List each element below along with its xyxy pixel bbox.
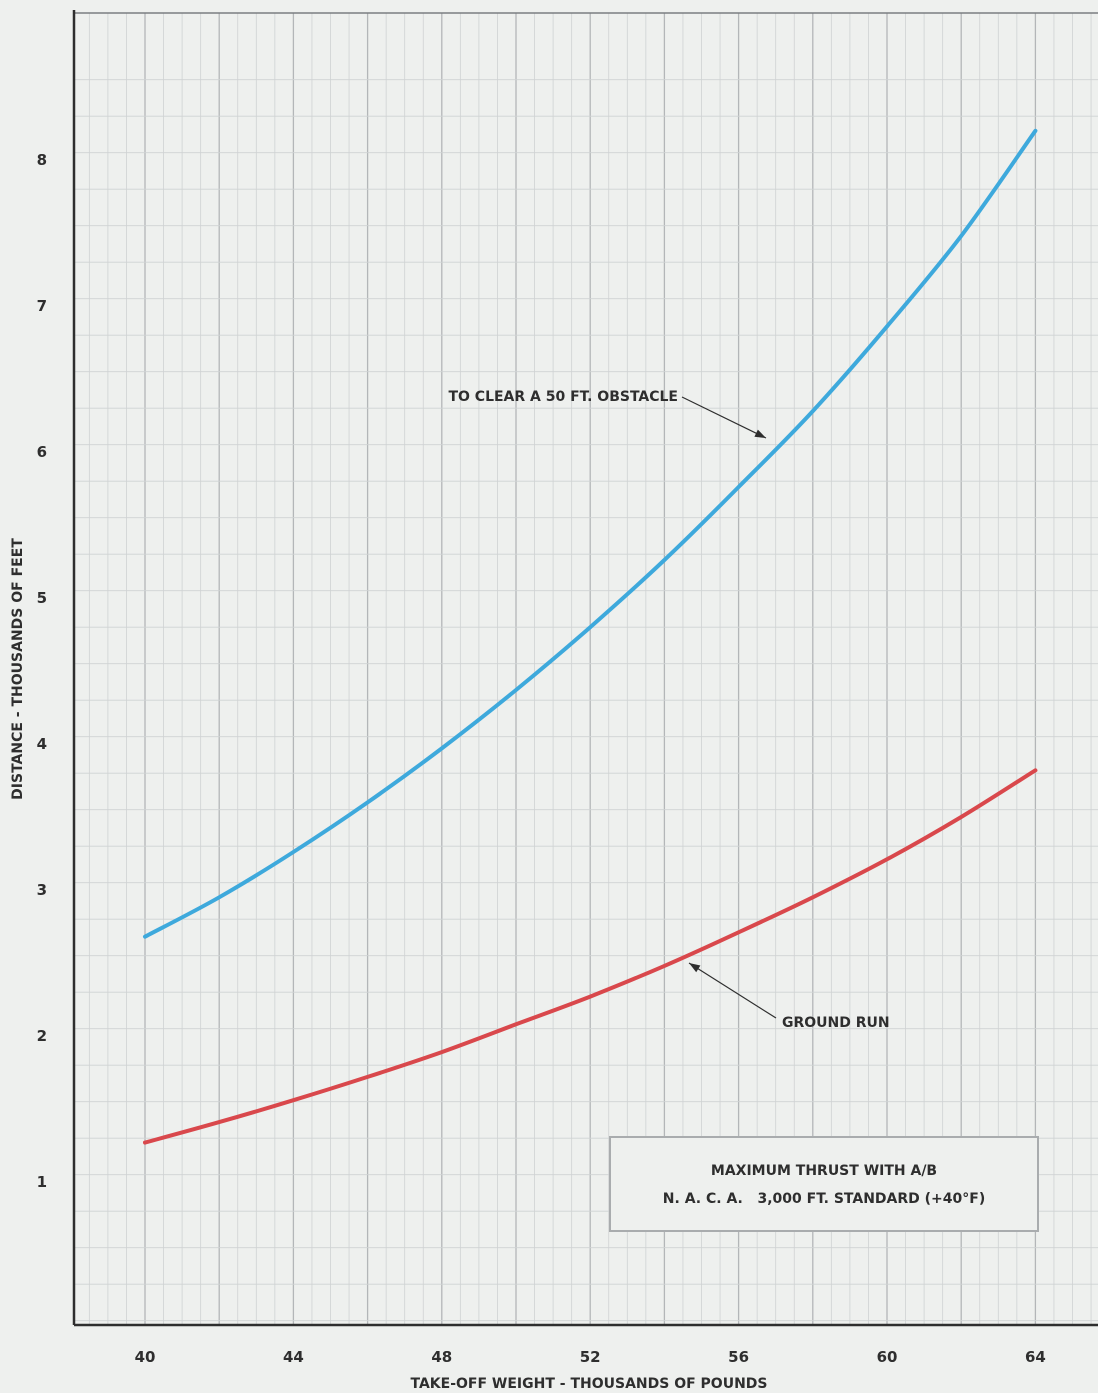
info-box: MAXIMUM THRUST WITH A/B N. A. C. A. 3,00… xyxy=(609,1136,1039,1232)
y-tick-label: 2 xyxy=(37,1027,47,1045)
info-box-line-2: N. A. C. A. 3,000 FT. STANDARD (+40°F) xyxy=(663,1191,985,1207)
annotation-arrowhead-ground-run xyxy=(689,963,701,973)
info-box-frame xyxy=(609,1136,1039,1232)
x-tick-label: 52 xyxy=(580,1348,601,1366)
y-tick-label: 7 xyxy=(37,297,47,315)
grid xyxy=(74,13,1098,1325)
annotation-arrowhead-obstacle xyxy=(754,429,766,438)
x-tick-label: 60 xyxy=(877,1348,898,1366)
y-tick-label: 4 xyxy=(37,735,47,753)
y-tick-label: 5 xyxy=(37,589,47,607)
annotation-label-ground-run: GROUND RUN xyxy=(782,1015,890,1031)
series-line-obstacle xyxy=(143,128,1038,939)
y-tick-label: 8 xyxy=(37,151,47,169)
plot-background xyxy=(74,13,1098,1325)
annotation-layer: TO CLEAR A 50 FT. OBSTACLE GROUND RUN xyxy=(448,389,889,1031)
x-tick-label: 56 xyxy=(728,1348,749,1366)
y-tick-label: 1 xyxy=(37,1173,47,1191)
x-tick-labels: 40 44 48 52 56 60 64 xyxy=(135,1348,1046,1366)
x-tick-label: 48 xyxy=(431,1348,452,1366)
series-line-ground-run xyxy=(143,768,1038,1145)
y-tick-label: 6 xyxy=(37,443,47,461)
annotation-leader-ground-run xyxy=(688,962,777,1019)
x-tick-label: 44 xyxy=(283,1348,304,1366)
x-tick-label: 40 xyxy=(135,1348,156,1366)
y-tick-label: 3 xyxy=(37,881,47,899)
y-tick-labels: 1 2 3 4 5 6 7 8 xyxy=(37,151,47,1191)
annotation-leader-obstacle xyxy=(681,396,767,439)
x-axis-title: TAKE-OFF WEIGHT - THOUSANDS OF POUNDS xyxy=(411,1376,768,1392)
annotation-label-obstacle: TO CLEAR A 50 FT. OBSTACLE xyxy=(448,389,678,405)
info-box-line-1: MAXIMUM THRUST WITH A/B xyxy=(711,1163,937,1179)
series-layer xyxy=(143,128,1038,1145)
x-tick-label: 64 xyxy=(1025,1348,1046,1366)
y-axis-title: DISTANCE - THOUSANDS OF FEET xyxy=(10,538,26,800)
